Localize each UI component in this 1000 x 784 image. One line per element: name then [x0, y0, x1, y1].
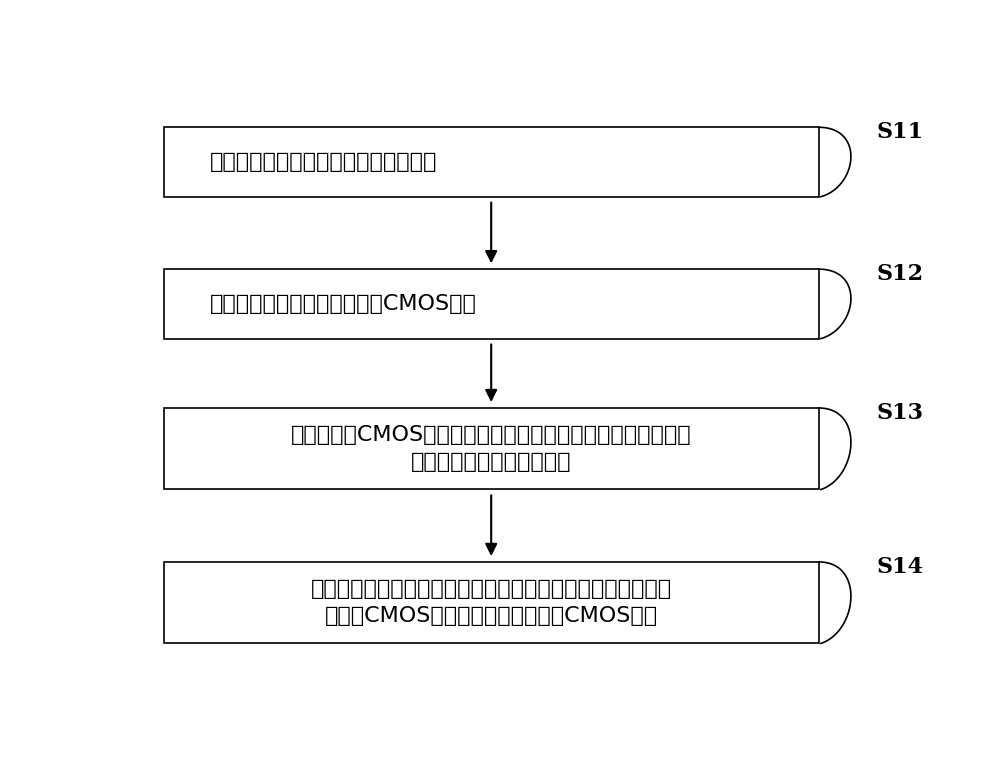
- Text: 在系统进入关机状态之后，嵌入式控制器向中央处理器发送用: 在系统进入关机状态之后，嵌入式控制器向中央处理器发送用: [311, 579, 672, 599]
- Text: S11: S11: [877, 122, 924, 143]
- Bar: [164, 562, 819, 644]
- Text: 根据检测结果，判定是否清除CMOS信息: 根据检测结果，判定是否清除CMOS信息: [210, 294, 477, 314]
- Text: S12: S12: [877, 263, 924, 285]
- Text: S14: S14: [877, 556, 924, 578]
- Text: 使系统进入关机状态的指令: 使系统进入关机状态的指令: [411, 452, 571, 472]
- Text: S13: S13: [877, 402, 924, 424]
- Bar: [164, 269, 819, 339]
- Bar: [164, 127, 819, 197]
- Bar: [164, 408, 819, 489]
- Text: 若判定清除CMOS信息，则嵌入式控制器向中央处理器发送用来: 若判定清除CMOS信息，则嵌入式控制器向中央处理器发送用来: [291, 425, 692, 445]
- Text: 嵌入式控制器对系统控制信号进行检测: 嵌入式控制器对系统控制信号进行检测: [210, 152, 438, 172]
- Text: 来清除CMOS信息的指令，以便清除CMOS信息: 来清除CMOS信息的指令，以便清除CMOS信息: [325, 606, 658, 626]
